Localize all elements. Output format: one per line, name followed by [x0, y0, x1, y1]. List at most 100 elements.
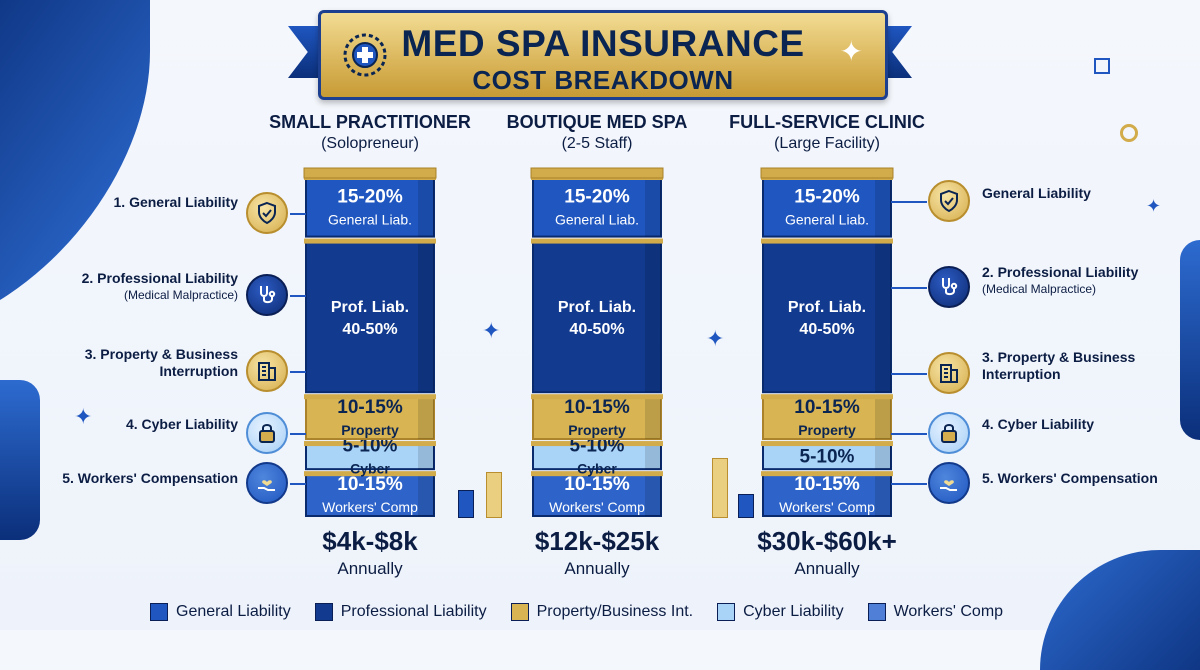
connector-line: [891, 201, 927, 203]
column-header-small: SMALL PRACTITIONER (Solopreneur): [250, 112, 490, 153]
legend: General Liability Professional Liability…: [150, 603, 1027, 621]
segment-label: 10-15%: [337, 397, 403, 418]
segment-bar: [762, 473, 892, 518]
legend-swatch: [150, 603, 168, 621]
legend-swatch: [314, 603, 333, 621]
shield-check-icon: [246, 192, 288, 234]
stacked-column-svg: 10-15%Workers' Comp5-10%Cyber10-15%Prope…: [530, 167, 664, 518]
segment-bar: [532, 396, 662, 441]
segment-label: Workers' Comp: [779, 499, 875, 515]
column-title: SMALL PRACTITIONER: [269, 112, 471, 132]
connector-line: [290, 213, 306, 215]
segment-bar: [305, 240, 435, 394]
segment-bar-shade: [418, 241, 434, 393]
sparkle-icon: ✦: [482, 318, 501, 343]
stacked-column-small: 10-15% Workers' Comp 5-10% Cyber 10-15% Prope…: [303, 167, 437, 518]
connector-line: [290, 295, 306, 297]
price-boutique: $12k-$25k Annually: [477, 526, 717, 579]
segment-professional-liability: Prof. Liab. 40-50%: [531, 238, 663, 394]
price-period: Annually: [564, 559, 630, 578]
price-range: $4k-$8k: [322, 526, 418, 556]
title-line-2: COST BREAKDOWN: [472, 65, 734, 95]
segment-bar: [532, 473, 662, 518]
decor-mini-bar: [712, 458, 728, 518]
segment-workers-comp: 10-15% Workers' Comp: [304, 471, 436, 518]
sparkle-icon: ✦: [1146, 196, 1162, 216]
segment-label: 5-10%: [343, 436, 398, 457]
segment-bar-shade: [645, 397, 661, 440]
price-small: $4k-$8k Annually: [250, 526, 490, 579]
segment-label: 10-15%: [337, 474, 403, 495]
segment-bar: [532, 443, 662, 471]
segment-bar-shade: [645, 178, 661, 237]
segment-professional-liability: Prof. Liab. 40-50%: [304, 238, 436, 394]
decor-mini-bar: [486, 472, 502, 518]
stacked-column-clinic: 10-15% Workers' Comp 5-10% 10-15% Property Pr…: [760, 167, 894, 518]
segment-general-liability: 15-20% General Liab.: [304, 175, 436, 238]
connector-line: [891, 483, 927, 485]
segment-label: Property: [341, 422, 399, 438]
decor-ring: [1120, 124, 1138, 142]
segment-label: Prof. Liab.: [331, 299, 409, 316]
decor-square: [1094, 58, 1110, 74]
segment-property: 10-15% Property: [531, 394, 663, 441]
connector-line: [290, 433, 306, 435]
price-period: Annually: [794, 559, 860, 578]
connector-line: [290, 371, 306, 373]
segment-label: Property: [568, 422, 626, 438]
segment-label: Workers' Comp: [549, 499, 645, 515]
right-label-professional-liability: 2. Professional Liability (Medical Malpr…: [982, 264, 1139, 296]
price-range: $30k-$60k+: [757, 526, 897, 556]
shield-check-icon: [928, 180, 970, 222]
segment-cyber: 5-10% Cyber: [304, 436, 436, 477]
left-label-professional-liability: 2. Professional Liability (Medical Malpr…: [81, 270, 238, 302]
segment-professional-liability: Prof. Liab. 40-50%: [761, 238, 893, 394]
segment-label: 40-50%: [342, 321, 397, 338]
legend-swatch: [867, 603, 886, 621]
heart-hand-icon: [928, 462, 970, 504]
segment-label: 40-50%: [569, 321, 624, 338]
segment-bar-shade: [875, 397, 891, 440]
right-label-workers-comp: 5. Workers' Compensation: [982, 470, 1158, 486]
heart-hand-icon: [246, 462, 288, 504]
segment-label: 10-15%: [794, 474, 860, 495]
segment-label: Property: [798, 422, 856, 438]
decor-mini-bar: [738, 494, 754, 518]
medical-cross-laurel-icon: [343, 33, 387, 77]
segment-label: General Liab.: [555, 211, 639, 227]
left-label-workers-comp: 5. Workers' Compensation: [62, 470, 238, 486]
segment-label: 10-15%: [794, 397, 860, 418]
segment-general-liability: 15-20% General Liab.: [761, 175, 893, 238]
column-subtitle: (Large Facility): [774, 135, 880, 152]
segment-bar-shade: [875, 178, 891, 237]
segment-bar-shade: [418, 178, 434, 237]
legend-item-cyber: Cyber Liability: [717, 603, 844, 621]
connector-line: [891, 287, 927, 289]
legend-item-workers-comp: Workers' Comp: [867, 603, 1003, 621]
segment-label: General Liab.: [785, 211, 869, 227]
price-clinic: $30k-$60k+ Annually: [707, 526, 947, 579]
sparkle-icon: ✦: [839, 36, 863, 67]
segment-gold-band: [304, 471, 436, 477]
connector-line: [891, 433, 927, 435]
segment-label: 15-20%: [337, 186, 403, 207]
segment-label: 15-20%: [794, 186, 860, 207]
stacked-column-svg: 10-15%Workers' Comp5-10%Cyber10-15%Prope…: [303, 167, 437, 518]
segment-label: 10-15%: [564, 397, 630, 418]
decor-swoosh-right: [1180, 240, 1200, 440]
column-top-cap: [760, 167, 894, 179]
segment-bar-shade: [875, 474, 891, 516]
right-label-cyber: 4. Cyber Liability: [982, 416, 1095, 432]
column-top-cap: [303, 167, 437, 179]
legend-item-professional-liability: Professional Liability: [314, 603, 487, 621]
stacked-column-boutique: 10-15% Workers' Comp 5-10% Cyber 10-15% Prope…: [530, 167, 664, 518]
column-subtitle: (Solopreneur): [321, 135, 419, 152]
segment-label: 10-15%: [564, 474, 630, 495]
segment-bar: [305, 473, 435, 518]
segment-bar-shade: [418, 444, 434, 470]
segment-bar-shade: [645, 241, 661, 393]
segment-workers-comp: 10-15% Workers' Comp: [531, 471, 663, 518]
segment-workers-comp: 10-15% Workers' Comp: [761, 471, 893, 518]
legend-item-general-liability: General Liability: [150, 603, 291, 621]
segment-gold-band: [761, 238, 893, 244]
